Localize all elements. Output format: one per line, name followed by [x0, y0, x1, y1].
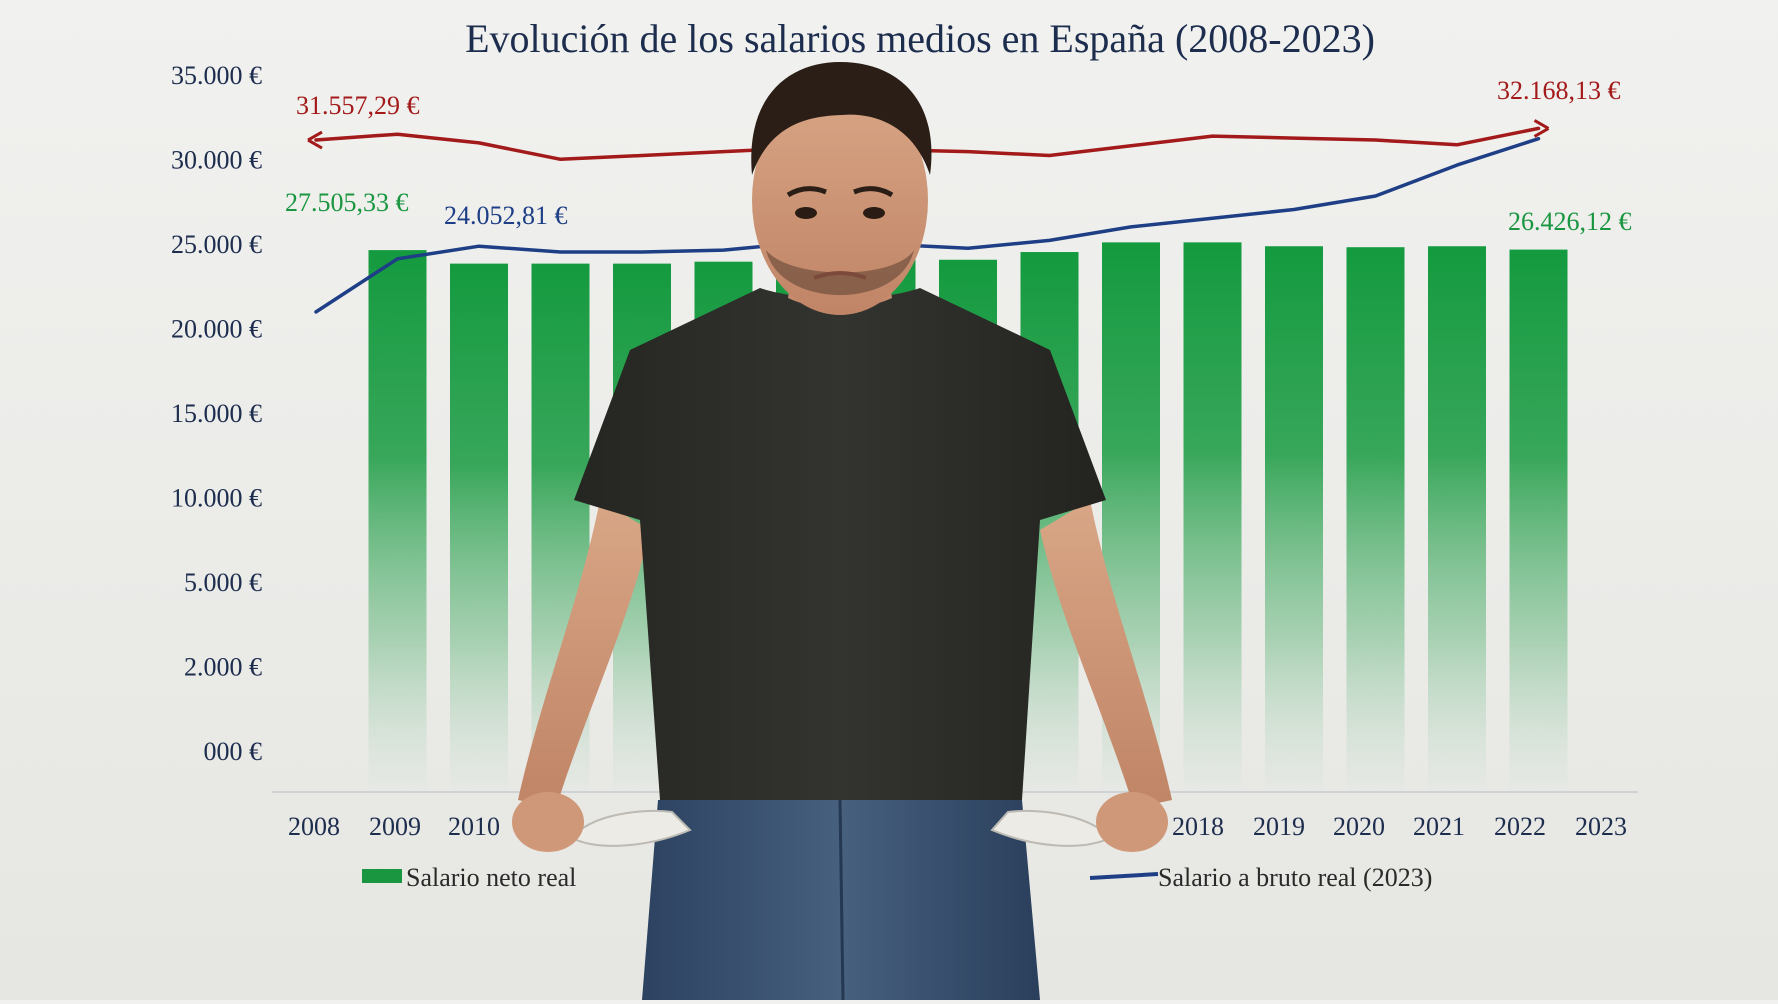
x-tick-label-12: 2019 — [1253, 812, 1305, 841]
y-axis-ticks: 000 € 2.000 € 5.000 € 10.000 € 15.000 € 20.00… — [171, 61, 262, 766]
y-tick-label-0: 000 € — [204, 737, 263, 766]
x-tick-label-14: 2021 — [1413, 812, 1465, 841]
legend-label-gross: Salario a bruto real (2023) — [1158, 863, 1432, 892]
person-right-brow — [853, 186, 894, 198]
bar-2009 — [368, 250, 427, 793]
person-hair — [751, 62, 932, 175]
legend-label-net: Salario neto real — [406, 863, 576, 892]
x-tick-label-16: 2023 — [1575, 812, 1627, 841]
person-right-hand — [1096, 792, 1168, 852]
y-tick-label-2: 5.000 € — [184, 568, 262, 597]
annotation-2023-gross-high: 32.168,13 € — [1497, 76, 1621, 105]
x-axis-ticks: 200820092010720201820192020202120222023 — [288, 812, 1627, 841]
person-left-hand — [512, 792, 584, 852]
x-tick-label-13: 2020 — [1333, 812, 1385, 841]
annotation-2023-net: 26.426,12 € — [1508, 207, 1632, 236]
annotation-2009-net: 27.505,33 € — [285, 188, 409, 217]
person-left-eye — [795, 207, 817, 219]
annotation-2008-gross-high: 31.557,29 € — [296, 91, 420, 120]
y-tick-label-3: 10.000 € — [171, 484, 262, 513]
bar-2023 — [1509, 249, 1568, 792]
y-tick-label-8: 35.000 € — [171, 61, 262, 90]
legend-marker-gross — [1089, 872, 1159, 880]
y-tick-label-4: 15.000 € — [171, 399, 262, 428]
person-left-arm — [518, 500, 650, 808]
bar-2022 — [1428, 246, 1486, 793]
bar-2010 — [450, 263, 508, 792]
bar-2019 — [1183, 242, 1242, 792]
x-tick-label-11: 2018 — [1172, 812, 1224, 841]
annotation-2010-gross: 24.052,81 € — [444, 201, 568, 230]
jeans-seam — [838, 799, 845, 1001]
line-series-2 — [314, 136, 1541, 314]
person-mouth — [813, 271, 867, 280]
y-tick-label-7: 30.000 € — [171, 146, 262, 175]
red-line-start-arrow — [307, 130, 323, 150]
red-line-end-arrow — [1533, 119, 1550, 138]
x-tick-label-0: 2008 — [288, 812, 340, 841]
x-tick-label-2: 2010 — [448, 812, 500, 841]
legend: Salario neto real Salario a bruto real (… — [362, 863, 1432, 892]
chart-title: Evolución de los salarios medios en Espa… — [465, 16, 1375, 61]
bar-2021 — [1346, 247, 1405, 793]
person-right-eye — [863, 207, 885, 219]
person-tshirt — [574, 288, 1106, 800]
person-head — [752, 85, 928, 315]
bar-2020 — [1265, 246, 1323, 793]
person-right-arm — [1040, 500, 1172, 808]
x-tick-label-1: 2009 — [369, 812, 421, 841]
x-tick-label-15: 2022 — [1494, 812, 1546, 841]
legend-marker-net — [362, 869, 402, 883]
y-tick-label-5: 20.000 € — [171, 315, 262, 344]
person-left-brow — [786, 186, 827, 198]
y-tick-label-6: 25.000 € — [171, 230, 262, 259]
person-photo — [512, 62, 1172, 1001]
y-tick-label-1: 2.000 € — [184, 653, 262, 682]
